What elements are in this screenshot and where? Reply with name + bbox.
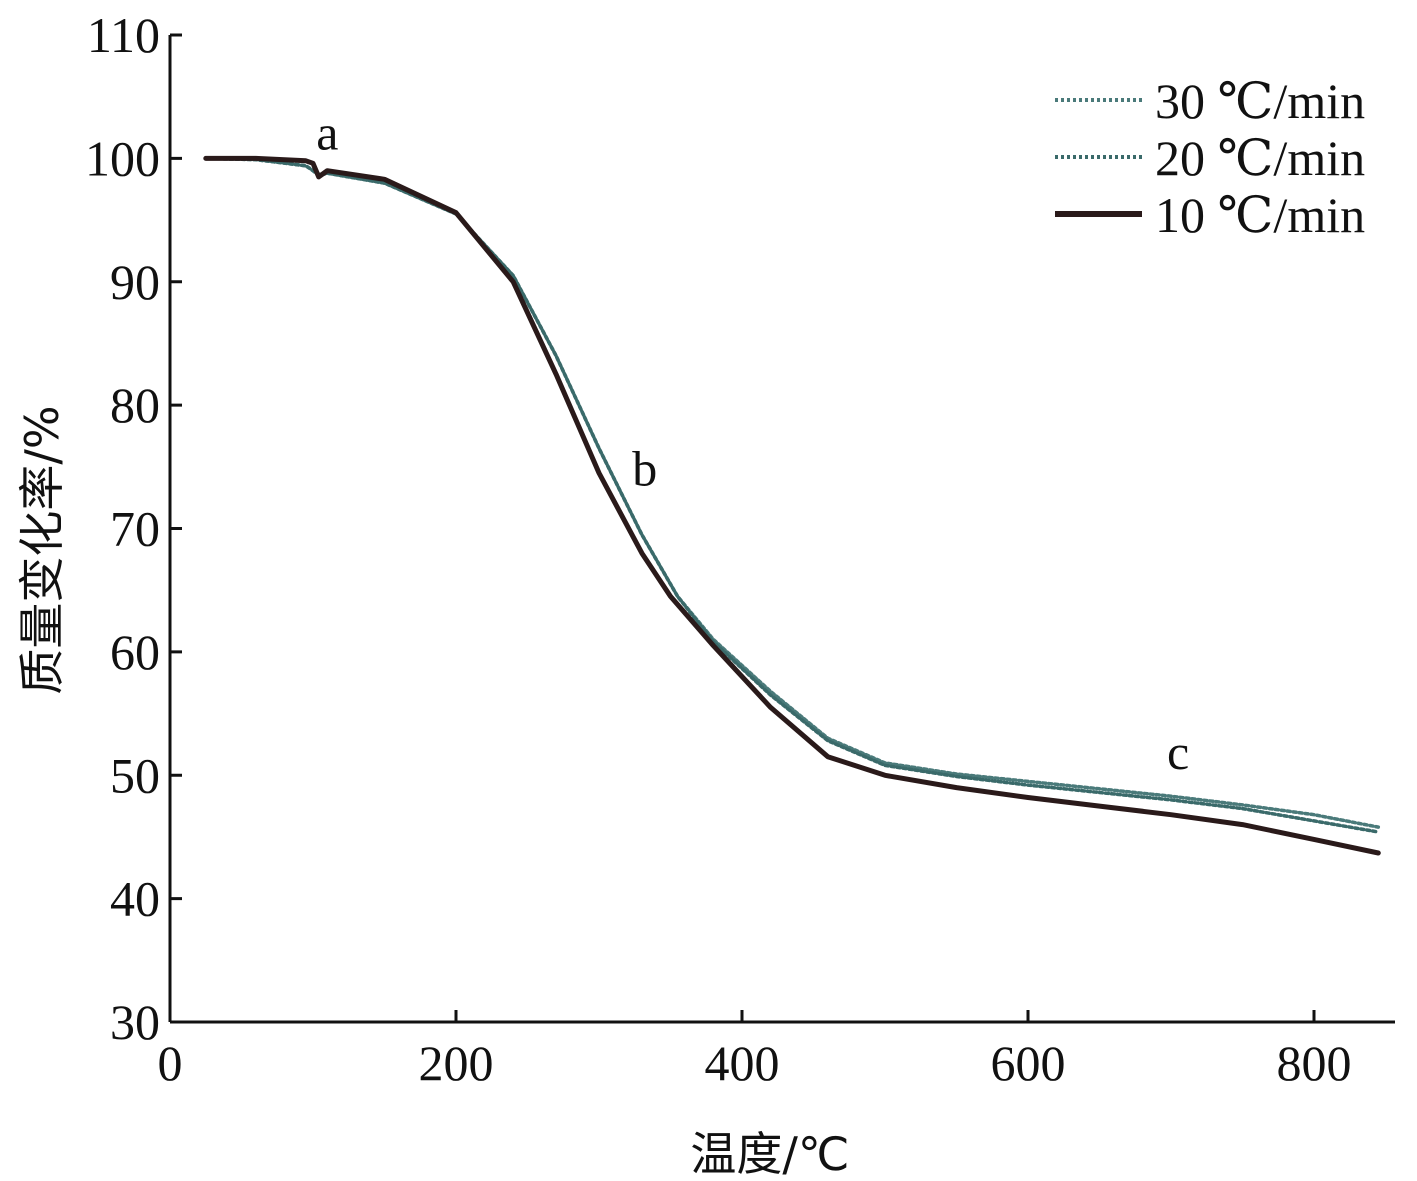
y-tick-label: 50 <box>110 747 160 803</box>
legend-label: 10 ℃/min <box>1155 187 1365 243</box>
x-tick-label: 600 <box>991 1035 1066 1091</box>
series-line-2 <box>204 156 1381 834</box>
annotations: a b c <box>316 105 1189 780</box>
y-tick-label: 80 <box>110 377 160 433</box>
x-ticks: 0 200 400 600 800 <box>158 1010 1352 1091</box>
y-tick-label: 40 <box>110 871 160 927</box>
series-line-3 <box>203 155 1381 856</box>
y-tick-label: 90 <box>110 254 160 310</box>
annotation-label: c <box>1167 724 1189 780</box>
y-ticks: 30 40 50 60 70 80 90 100 110 <box>85 7 182 1050</box>
y-tick-label: 30 <box>110 994 160 1050</box>
x-tick-label: 800 <box>1277 1035 1352 1091</box>
x-axis-title: 温度/℃ <box>690 1127 849 1181</box>
legend-label: 20 ℃/min <box>1155 130 1365 186</box>
legend-label: 30 ℃/min <box>1155 73 1365 129</box>
x-tick-label: 0 <box>158 1035 183 1091</box>
y-tick-label: 70 <box>110 501 160 557</box>
y-axis-title: 质量变化率/% <box>15 405 69 694</box>
y-tick-label: 110 <box>87 7 160 63</box>
y-tick-label: 100 <box>85 130 160 186</box>
series-group <box>203 155 1381 856</box>
y-tick-label: 60 <box>110 624 160 680</box>
x-tick-label: 400 <box>705 1035 780 1091</box>
x-tick-label: 200 <box>419 1035 494 1091</box>
annotation-label: a <box>316 105 338 161</box>
annotation-label: b <box>632 440 657 496</box>
